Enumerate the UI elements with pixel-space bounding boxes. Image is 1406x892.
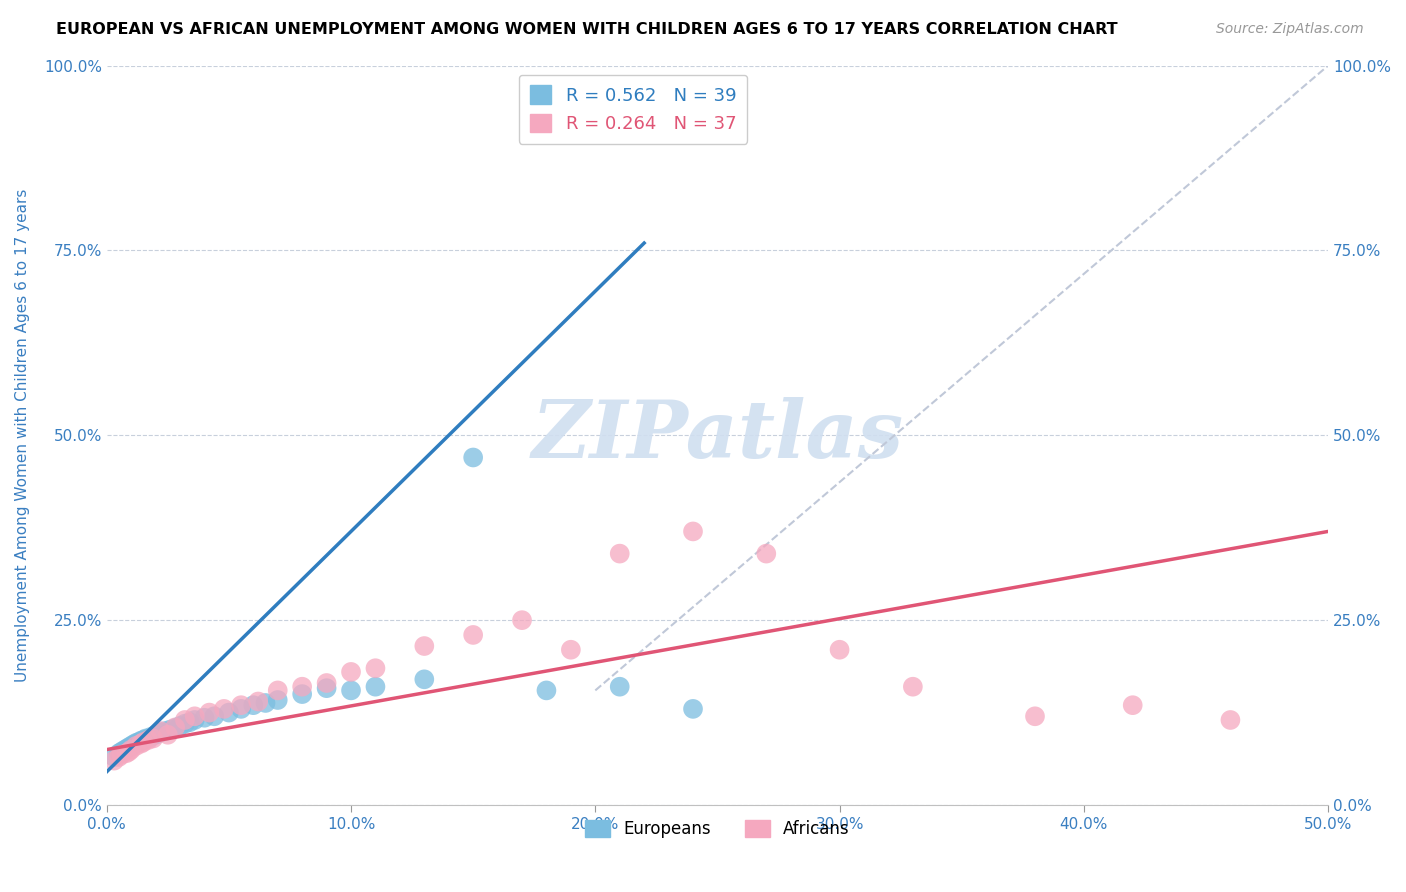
Point — [145, 728, 167, 742]
Point — [132, 733, 155, 747]
Point — [120, 742, 142, 756]
Point — [1122, 698, 1144, 713]
Point — [118, 745, 141, 759]
Point — [174, 713, 197, 727]
Legend: Europeans, Africans: Europeans, Africans — [579, 814, 856, 845]
Point — [132, 735, 155, 749]
Point — [120, 739, 142, 753]
Point — [183, 709, 205, 723]
Point — [125, 736, 148, 750]
Point — [212, 702, 235, 716]
Point — [218, 706, 240, 720]
Point — [149, 724, 172, 739]
Point — [247, 694, 270, 708]
Point — [193, 711, 215, 725]
Point — [536, 683, 558, 698]
Point — [364, 680, 387, 694]
Point — [229, 698, 252, 713]
Point — [229, 702, 252, 716]
Point — [129, 737, 152, 751]
Point — [1024, 709, 1046, 723]
Point — [149, 725, 172, 739]
Text: Source: ZipAtlas.com: Source: ZipAtlas.com — [1216, 22, 1364, 37]
Point — [198, 706, 221, 720]
Point — [1219, 713, 1241, 727]
Point — [179, 715, 201, 730]
Point — [108, 746, 131, 760]
Point — [135, 731, 157, 746]
Point — [159, 723, 181, 737]
Point — [560, 642, 582, 657]
Point — [103, 750, 125, 764]
Point — [291, 687, 314, 701]
Point — [609, 680, 631, 694]
Point — [183, 713, 205, 727]
Point — [129, 733, 152, 747]
Point — [315, 676, 337, 690]
Point — [139, 730, 162, 744]
Point — [413, 639, 436, 653]
Point — [463, 450, 485, 465]
Point — [755, 547, 778, 561]
Point — [828, 642, 851, 657]
Point — [155, 724, 177, 739]
Point — [165, 720, 187, 734]
Point — [125, 739, 148, 753]
Point — [609, 547, 631, 561]
Point — [156, 728, 179, 742]
Point — [254, 696, 277, 710]
Point — [413, 673, 436, 687]
Point — [510, 613, 533, 627]
Point — [110, 747, 132, 762]
Point — [340, 683, 363, 698]
Text: EUROPEAN VS AFRICAN UNEMPLOYMENT AMONG WOMEN WITH CHILDREN AGES 6 TO 17 YEARS CO: EUROPEAN VS AFRICAN UNEMPLOYMENT AMONG W… — [56, 22, 1118, 37]
Y-axis label: Unemployment Among Women with Children Ages 6 to 17 years: Unemployment Among Women with Children A… — [15, 188, 30, 682]
Point — [315, 681, 337, 696]
Point — [267, 693, 290, 707]
Point — [463, 628, 485, 642]
Point — [682, 702, 704, 716]
Point — [110, 745, 132, 759]
Point — [118, 740, 141, 755]
Point — [267, 683, 290, 698]
Point — [364, 661, 387, 675]
Point — [108, 750, 131, 764]
Point — [136, 733, 159, 747]
Point — [115, 746, 138, 760]
Point — [128, 735, 150, 749]
Point — [901, 680, 924, 694]
Text: ZIPatlas: ZIPatlas — [531, 397, 904, 474]
Point — [142, 731, 165, 746]
Point — [291, 680, 314, 694]
Point — [103, 754, 125, 768]
Point — [682, 524, 704, 539]
Point — [340, 665, 363, 679]
Point — [165, 721, 187, 735]
Point — [112, 743, 135, 757]
Point — [242, 698, 264, 713]
Point — [169, 719, 191, 733]
Point — [115, 741, 138, 756]
Point — [174, 716, 197, 731]
Point — [202, 709, 225, 723]
Point — [122, 738, 145, 752]
